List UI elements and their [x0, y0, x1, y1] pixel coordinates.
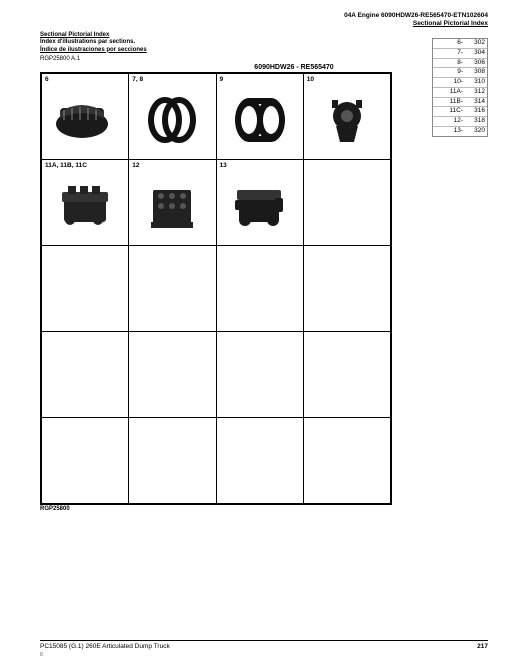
cell-label: 11A, 11B, 11C: [45, 162, 125, 169]
index-val: 304: [465, 49, 485, 58]
footer-left: PC15085 (G.1) 260E Articulated Dump Truc…: [40, 643, 170, 650]
grid-cell: 10: [303, 74, 390, 160]
section-titles: Sectional Pictorial Index Index d'illust…: [40, 32, 488, 55]
index-val: 302: [465, 39, 485, 48]
header-block: 04A Engine 6090HDW26-RE565470-ETN102604 …: [40, 12, 488, 28]
part-supercharger-icon: [50, 90, 120, 150]
ref-top: RGP25800 A.1: [40, 56, 488, 62]
index-key: 8-: [435, 59, 465, 68]
index-row: 9-308: [433, 68, 487, 78]
index-key: 11A-: [435, 88, 465, 97]
cell-label: 10: [307, 76, 387, 83]
index-val: 320: [465, 127, 485, 136]
parts-grid: 6 7, 8 9 10 11A, 11B, 11C 12 13: [41, 73, 391, 504]
index-row: 10-310: [433, 78, 487, 88]
page: 04A Engine 6090HDW26-RE565470-ETN102604 …: [0, 0, 510, 660]
index-val: 316: [465, 107, 485, 116]
grid-cell: [303, 246, 390, 332]
index-row: 6-302: [433, 39, 487, 49]
header-line1: 04A Engine 6090HDW26-RE565470-ETN102604: [40, 12, 488, 20]
grid-wrap: 6 7, 8 9 10 11A, 11B, 11C 12 13: [40, 72, 392, 505]
index-key: 12-: [435, 117, 465, 126]
index-key: 10-: [435, 78, 465, 87]
grid-cell: 9: [216, 74, 303, 160]
grid-cell: 12: [129, 160, 216, 246]
index-row: 13-320: [433, 127, 487, 136]
index-val: 308: [465, 68, 485, 77]
footer-tiny: 8: [40, 652, 43, 658]
grid-cell: 6: [42, 74, 129, 160]
header-line2: Sectional Pictorial Index: [413, 20, 488, 28]
index-val: 312: [465, 88, 485, 97]
index-val: 318: [465, 117, 485, 126]
index-key: 13-: [435, 127, 465, 136]
index-row: 12-318: [433, 117, 487, 127]
index-val: 314: [465, 98, 485, 107]
grid-cell: [129, 246, 216, 332]
index-val: 306: [465, 59, 485, 68]
grid-cell: [216, 418, 303, 504]
grid-cell: [303, 160, 390, 246]
index-key: 11C-: [435, 107, 465, 116]
ref-bottom: RGP25800: [40, 506, 488, 512]
index-box: 6-3027-3048-3069-30810-31011A-31211B-314…: [432, 38, 488, 137]
part-engine-b-icon: [225, 176, 295, 236]
index-key: 9-: [435, 68, 465, 77]
footer: PC15085 (G.1) 260E Articulated Dump Truc…: [40, 640, 488, 650]
cell-label: 9: [220, 76, 300, 83]
index-row: 11C-316: [433, 107, 487, 117]
grid-cell: [303, 332, 390, 418]
part-engine-a-icon: [50, 176, 120, 236]
index-row: 7-304: [433, 49, 487, 59]
grid-title: 6090HDW26 - RE565470: [100, 64, 488, 71]
part-ring-icon: [137, 90, 207, 150]
index-row: 11A-312: [433, 88, 487, 98]
cell-label: 12: [132, 162, 212, 169]
grid-cell: [216, 332, 303, 418]
part-coupler-icon: [225, 90, 295, 150]
part-block-icon: [137, 176, 207, 236]
cell-label: 13: [220, 162, 300, 169]
grid-cell: 7, 8: [129, 74, 216, 160]
footer-page: 217: [477, 643, 488, 650]
grid-cell: 13: [216, 160, 303, 246]
index-val: 310: [465, 78, 485, 87]
grid-cell: [129, 418, 216, 504]
grid-cell: [42, 332, 129, 418]
part-pump-icon: [312, 90, 382, 150]
index-row: 11B-314: [433, 98, 487, 108]
grid-cell: [129, 332, 216, 418]
grid-cell: [42, 418, 129, 504]
title-en: Sectional Pictorial Index: [40, 32, 488, 40]
cell-label: 6: [45, 76, 125, 83]
grid-cell: [42, 246, 129, 332]
title-fr: Index d'illustrations par sections.: [40, 39, 488, 47]
index-key: 11B-: [435, 98, 465, 107]
index-key: 6-: [435, 39, 465, 48]
cell-label: 7, 8: [132, 76, 212, 83]
index-key: 7-: [435, 49, 465, 58]
title-es: Índice de ilustraciones por secciones: [40, 47, 488, 55]
grid-cell: [303, 418, 390, 504]
index-row: 8-306: [433, 59, 487, 69]
grid-cell: 11A, 11B, 11C: [42, 160, 129, 246]
grid-cell: [216, 246, 303, 332]
